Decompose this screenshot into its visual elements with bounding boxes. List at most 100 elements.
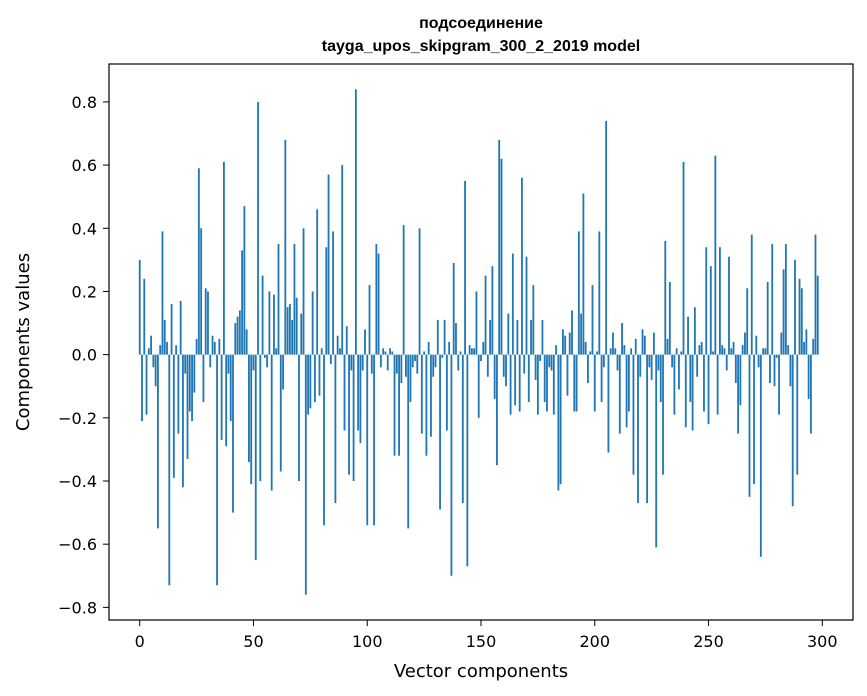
- bar-188: [566, 354, 569, 396]
- bar-259: [728, 256, 730, 355]
- bar-162: [507, 313, 510, 355]
- bar-157: [496, 354, 498, 466]
- bar-72: [302, 228, 305, 355]
- bar-47: [245, 329, 248, 355]
- bar-6: [152, 354, 155, 368]
- bar-114: [398, 354, 400, 456]
- bar-175: [536, 354, 539, 415]
- bar-149: [477, 354, 480, 418]
- bar-111: [391, 351, 394, 355]
- bar-179: [546, 354, 548, 412]
- bar-69: [295, 297, 298, 355]
- bar-109: [386, 354, 389, 371]
- bar-209: [614, 348, 617, 355]
- bar-50: [252, 354, 255, 371]
- y-tick-label: −0.6: [58, 535, 97, 554]
- bar-295: [810, 354, 812, 434]
- bar-244: [693, 307, 696, 355]
- bar-248: [703, 354, 705, 412]
- bar-222: [643, 335, 646, 355]
- bar-227: [655, 354, 658, 548]
- bar-119: [409, 354, 412, 403]
- bar-292: [803, 342, 805, 355]
- bar-30: [207, 291, 209, 355]
- bar-29: [204, 288, 207, 355]
- bar-208: [612, 332, 614, 355]
- y-tick-label: 0.2: [72, 282, 97, 301]
- bar-189: [568, 332, 571, 355]
- bar-53: [259, 354, 262, 481]
- bar-276: [766, 281, 769, 355]
- bar-49: [250, 354, 253, 485]
- bar-224: [648, 354, 651, 368]
- bar-294: [807, 354, 810, 399]
- bar-61: [277, 244, 280, 355]
- bar-92: [348, 354, 350, 475]
- bar-88: [339, 348, 341, 355]
- bar-135: [445, 354, 448, 431]
- bar-181: [550, 354, 553, 371]
- bar-153: [486, 354, 489, 377]
- bar-206: [607, 354, 610, 453]
- bar-101: [368, 285, 371, 355]
- bar-249: [705, 247, 708, 355]
- bar-237: [678, 354, 680, 390]
- bar-190: [571, 310, 573, 355]
- bar-290: [798, 278, 801, 355]
- bar-110: [389, 348, 391, 355]
- bar-241: [687, 316, 689, 355]
- bar-200: [593, 354, 596, 412]
- bar-10: [161, 231, 164, 355]
- bar-196: [584, 342, 587, 355]
- bar-90: [343, 354, 346, 431]
- bar-54: [261, 275, 264, 355]
- bar-107: [382, 348, 385, 355]
- bar-269: [750, 234, 753, 355]
- bar-267: [746, 288, 749, 355]
- bar-140: [457, 354, 460, 371]
- bar-260: [730, 348, 733, 355]
- bar-68: [293, 244, 296, 355]
- bar-207: [609, 348, 612, 355]
- bar-228: [657, 354, 660, 371]
- bar-series: [138, 89, 819, 595]
- bar-1: [141, 354, 143, 421]
- bar-55: [263, 354, 266, 358]
- bar-0: [138, 259, 141, 355]
- bar-186: [562, 329, 564, 355]
- bar-256: [721, 345, 724, 355]
- x-tick-label: 300: [807, 632, 838, 651]
- bar-251: [709, 266, 712, 355]
- bar-7: [154, 354, 157, 387]
- bar-17: [177, 354, 180, 434]
- bar-58: [270, 354, 273, 491]
- bar-160: [502, 354, 505, 377]
- bar-32: [211, 335, 214, 355]
- bar-216: [630, 348, 633, 355]
- bar-281: [778, 354, 780, 415]
- x-tick-label: 50: [243, 632, 263, 651]
- bar-255: [718, 247, 721, 355]
- bar-8: [157, 354, 159, 529]
- bar-117: [405, 354, 407, 377]
- bar-102: [370, 354, 373, 374]
- bar-116: [402, 225, 405, 355]
- bar-147: [473, 348, 476, 355]
- bar-274: [762, 348, 765, 355]
- bar-225: [650, 354, 653, 380]
- bar-67: [291, 319, 294, 355]
- bar-105: [377, 253, 380, 355]
- bar-42: [234, 323, 237, 355]
- bar-137: [450, 354, 453, 576]
- bar-253: [714, 155, 717, 355]
- bar-94: [352, 354, 355, 481]
- bar-263: [737, 354, 740, 434]
- y-tick-label: −0.4: [58, 472, 97, 491]
- bar-120: [411, 354, 414, 368]
- bar-45: [241, 250, 244, 355]
- bar-262: [734, 354, 737, 384]
- bar-280: [775, 354, 778, 358]
- bar-98: [361, 354, 364, 371]
- bar-44: [238, 310, 241, 355]
- bar-79: [318, 354, 321, 396]
